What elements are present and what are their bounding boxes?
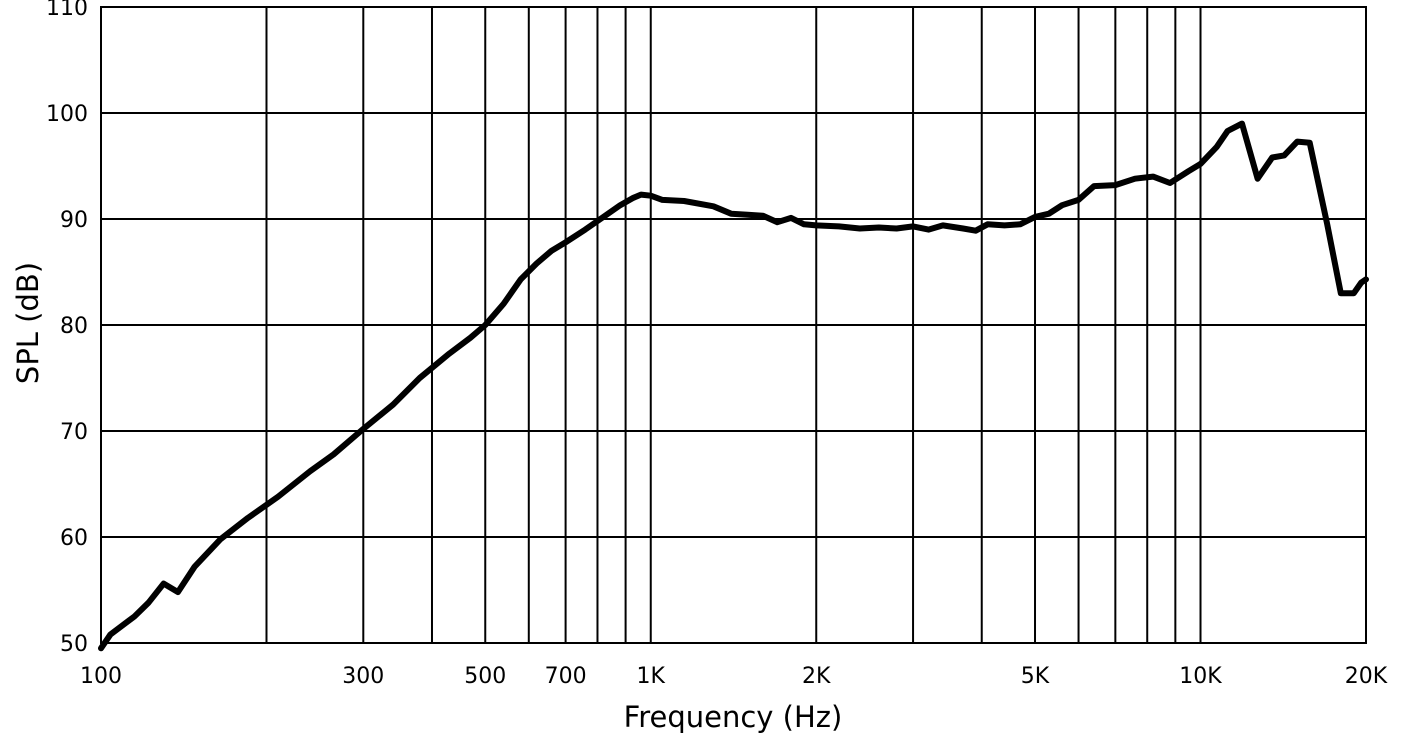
x-tick-label: 100 <box>80 664 122 689</box>
y-tick-label: 50 <box>60 632 88 657</box>
spl-response-line <box>98 120 1369 652</box>
x-axis-title: Frequency (Hz) <box>624 700 843 734</box>
x-tick-labels: 100 300 500 700 1K 2K 5K 10K 20K <box>80 664 1388 689</box>
y-tick-label: 100 <box>46 102 88 127</box>
y-tick-label: 110 <box>46 0 88 21</box>
x-tick-label: 10K <box>1179 664 1222 689</box>
series-layer <box>98 120 1369 652</box>
grid-layer <box>101 6 1366 644</box>
x-tick-label: 700 <box>545 664 587 689</box>
x-tick-label: 5K <box>1021 664 1050 689</box>
y-tick-label: 80 <box>60 314 88 339</box>
x-tick-label: 20K <box>1345 664 1388 689</box>
y-tick-label: 70 <box>60 420 88 445</box>
x-tick-label: 300 <box>342 664 384 689</box>
y-tick-labels: 50 60 70 80 90 100 110 <box>46 0 88 657</box>
y-axis-title: SPL (dB) <box>11 262 45 384</box>
x-tick-label: 1K <box>637 664 666 689</box>
x-tick-label: 2K <box>802 664 831 689</box>
plot-frame <box>100 6 1367 644</box>
y-tick-label: 90 <box>60 208 88 233</box>
y-tick-label: 60 <box>60 526 88 551</box>
x-tick-label: 500 <box>464 664 506 689</box>
